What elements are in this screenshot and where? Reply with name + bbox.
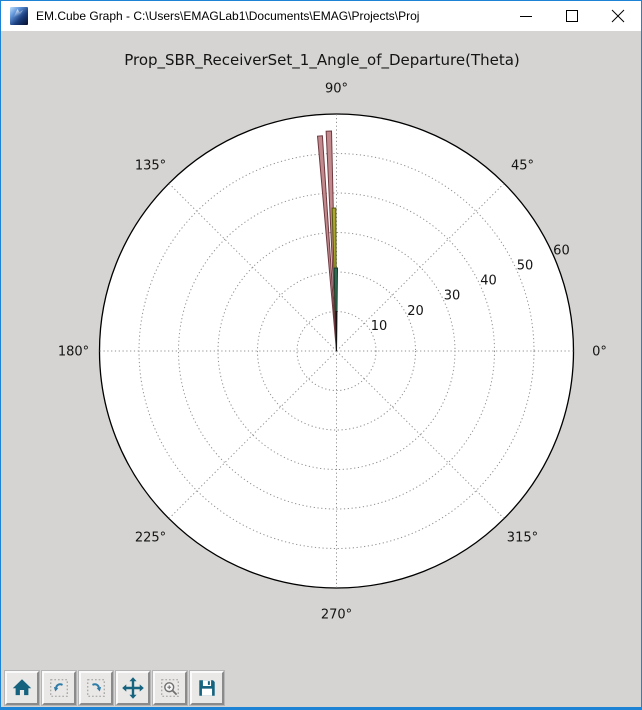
- minimize-icon: [520, 16, 532, 17]
- angle-tick-label: 270°: [321, 608, 352, 623]
- plot-title: Prop_SBR_ReceiverSet_1_Angle_of_Departur…: [124, 51, 520, 69]
- angle-tick-label: 135°: [135, 159, 166, 174]
- home-button[interactable]: [4, 670, 40, 706]
- polar-grid-spoke: [168, 183, 337, 352]
- polar-bar: [316, 135, 337, 352]
- angle-tick-label: 90°: [325, 82, 348, 97]
- angle-tick-label: 0°: [592, 345, 607, 360]
- zoom-to-rect-button[interactable]: [152, 670, 188, 706]
- figure-area: 10 20 30 40 50 60 0° 45° 90° 135° 180° 225° 270° 315°…: [1, 31, 641, 707]
- angle-tick-label: 225°: [135, 530, 166, 545]
- minimize-button[interactable]: [503, 1, 549, 31]
- pan-icon: [122, 677, 144, 699]
- radial-tick-label: 20: [407, 304, 424, 319]
- polar-grid-circle: [138, 153, 535, 549]
- title-bar: EM.Cube Graph - C:\Users\EMAGLab1\Docume…: [1, 1, 641, 31]
- angle-tick-label: 315°: [507, 530, 538, 545]
- zoom-to-rect-icon: [161, 679, 179, 697]
- save-icon: [199, 680, 215, 696]
- app-icon: [10, 7, 28, 25]
- home-icon: [12, 679, 32, 696]
- forward-icon: [87, 679, 105, 697]
- polar-grid-spoke: [168, 350, 337, 519]
- window-controls: [503, 1, 641, 31]
- polar-grid-spoke: [336, 350, 505, 519]
- close-button[interactable]: [595, 1, 641, 31]
- radial-tick-label: 40: [480, 274, 497, 289]
- pan-button[interactable]: [115, 670, 151, 706]
- polar-bar: [335, 311, 338, 352]
- close-icon: [611, 9, 625, 23]
- polar-grid-circle: [296, 311, 377, 391]
- back-button[interactable]: [41, 670, 77, 706]
- navigation-toolbar: [4, 670, 225, 706]
- polar-grid-spoke: [336, 183, 505, 352]
- polar-grid-circle: [178, 192, 495, 510]
- maximize-button[interactable]: [549, 1, 595, 31]
- maximize-icon: [566, 10, 578, 22]
- radial-tick-label: 50: [517, 258, 534, 273]
- back-icon: [50, 679, 68, 697]
- radial-tick-label: 60: [553, 243, 570, 258]
- angle-tick-label: 45°: [511, 159, 534, 174]
- forward-button[interactable]: [78, 670, 114, 706]
- save-button[interactable]: [189, 670, 225, 706]
- polar-chart: 10 20 30 40 50 60 0° 45° 90° 135° 180° 225° 270° 315°: [58, 82, 607, 623]
- radial-tick-label: 30: [444, 289, 461, 304]
- angle-tick-label: 180°: [58, 345, 89, 360]
- polar-grid-circle: [257, 271, 416, 431]
- radial-tick-label: 10: [371, 319, 388, 334]
- window-title: EM.Cube Graph - C:\Users\EMAGLab1\Docume…: [36, 9, 420, 23]
